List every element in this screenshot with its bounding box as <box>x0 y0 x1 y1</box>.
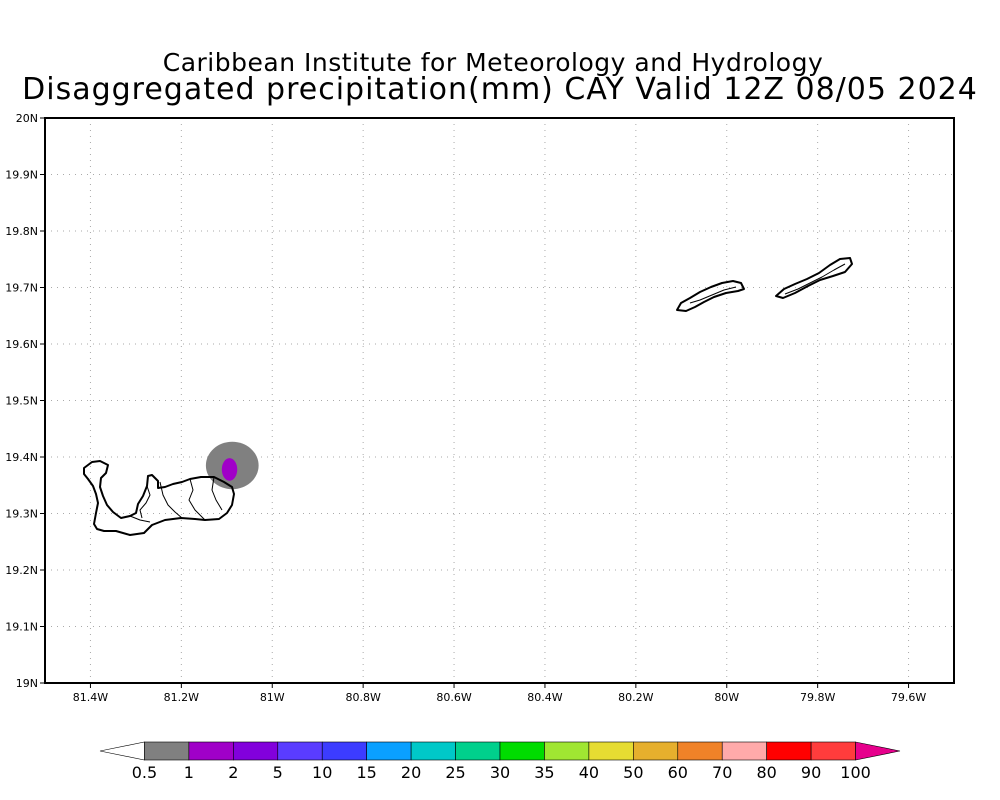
colorbar-segment <box>721 741 767 761</box>
lon-tick-label: 81.4W <box>73 691 108 704</box>
colorbar-segment <box>633 741 679 761</box>
little-cayman-outline <box>676 280 745 312</box>
lon-tick-label: 80.2W <box>618 691 653 704</box>
precip-1-2mm-area <box>221 458 238 481</box>
little-cayman-inner-lines <box>689 286 737 304</box>
colorbar-label: 0.5 <box>132 763 157 782</box>
colorbar-label: 100 <box>840 763 871 782</box>
colorbar-segment <box>321 741 367 761</box>
colorbar-segment <box>410 741 456 761</box>
colorbar-label: 1 <box>184 763 194 782</box>
lat-tick-label: 19.4N <box>5 451 38 464</box>
lat-tick-label: 19.2N <box>5 564 38 577</box>
lat-tick-label: 19.3N <box>5 508 38 521</box>
lat-tick-label: 19.6N <box>5 338 38 351</box>
lat-tick-label: 19.8N <box>5 225 38 238</box>
colorbar-label: 60 <box>668 763 688 782</box>
colorbar-label: 35 <box>534 763 554 782</box>
lon-tick-label: 80.6W <box>436 691 471 704</box>
grand-cayman-inner-lines <box>129 476 223 523</box>
chart-title: Caribbean Institute for Meteorology and … <box>162 48 824 77</box>
colorbar-segment <box>499 741 545 761</box>
colorbar-label: 70 <box>712 763 732 782</box>
colorbar-segment <box>277 741 323 761</box>
lon-tick-label: 80W <box>714 691 739 704</box>
lon-tick-label: 79.8W <box>800 691 835 704</box>
colorbar-label: 5 <box>273 763 283 782</box>
colorbar: 0.5 1 2 5 10 15 20 25 30 35 40 50 60 70 80 90 100 <box>99 741 901 782</box>
lon-tick-label: 79.6W <box>891 691 926 704</box>
colorbar-segment <box>810 741 856 761</box>
lat-tick-label: 19N <box>16 677 38 690</box>
grand-cayman-outline <box>83 460 235 536</box>
lat-tick-label: 19.5N <box>5 395 38 408</box>
colorbar-label: 20 <box>401 763 421 782</box>
longitude-ticks: 81.4W 81.2W 81W 80.8W 80.6W 80.4W 80.2W 80W 79.8… <box>73 683 926 704</box>
colorbar-segment <box>455 741 501 761</box>
colorbar-segment <box>588 741 634 761</box>
colorbar-label: 90 <box>801 763 821 782</box>
cayman-brac-inner-lines <box>784 263 846 295</box>
colorbar-label: 80 <box>756 763 776 782</box>
lat-tick-label: 19.7N <box>5 282 38 295</box>
latitude-ticks: 20N 19.9N 19.8N 19.7N 19.6N 19.5N 19.4N 19.3N 19… <box>5 112 45 690</box>
precipitation-overlay <box>205 441 259 490</box>
lat-tick-label: 20N <box>16 112 38 125</box>
cayman-brac-outline <box>775 257 853 299</box>
colorbar-segment <box>855 741 901 761</box>
colorbar-label: 10 <box>312 763 332 782</box>
colorbar-label: 50 <box>623 763 643 782</box>
colorbar-segment <box>366 741 412 761</box>
lat-tick-label: 19.9N <box>5 169 38 182</box>
colorbar-segment <box>233 741 279 761</box>
chart-subtitle: Disaggregated precipitation(mm) CAY Vali… <box>22 72 978 107</box>
lon-tick-label: 81.2W <box>164 691 199 704</box>
colorbar-segment <box>144 741 190 761</box>
colorbar-segment <box>544 741 590 761</box>
map-grid <box>45 117 954 684</box>
colorbar-segment <box>99 741 145 761</box>
colorbar-segment <box>677 741 723 761</box>
colorbar-label: 2 <box>228 763 238 782</box>
colorbar-label: 25 <box>445 763 465 782</box>
lon-tick-label: 81W <box>260 691 285 704</box>
colorbar-label: 15 <box>356 763 376 782</box>
colorbar-segment <box>188 741 234 761</box>
lon-tick-label: 80.8W <box>345 691 380 704</box>
lat-tick-label: 19.1N <box>5 621 38 634</box>
colorbar-label: 40 <box>579 763 599 782</box>
lon-tick-label: 80.4W <box>527 691 562 704</box>
coastlines <box>83 257 853 536</box>
colorbar-label: 30 <box>490 763 510 782</box>
colorbar-segment <box>766 741 812 761</box>
